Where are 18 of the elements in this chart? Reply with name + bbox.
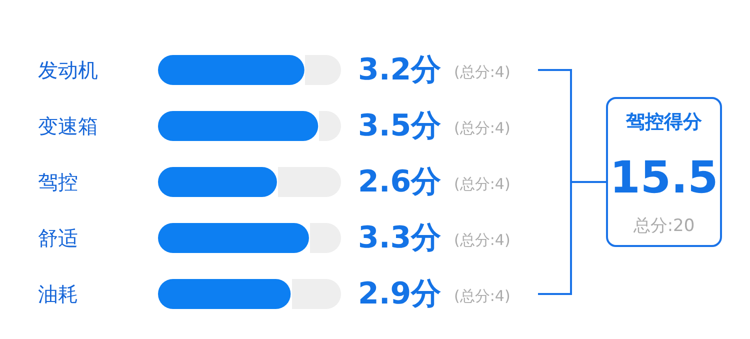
data-label: 3.2分	[358, 52, 442, 88]
text: (总分:4)	[454, 63, 510, 81]
data-label: 2.9分	[358, 276, 442, 312]
y-tick-label: 发动机	[38, 58, 98, 82]
y-tick-label: 驾控	[38, 170, 78, 194]
data-label: 3.3分	[358, 220, 442, 256]
text: (总分:4)	[454, 175, 510, 193]
y-tick-label: 变速箱	[38, 114, 98, 138]
text: (总分:4)	[454, 287, 510, 305]
y-tick-label: 油耗	[38, 282, 78, 306]
text: 总分:20	[632, 216, 695, 236]
text: 驾控得分	[625, 111, 703, 133]
text: 15.5	[610, 152, 718, 204]
y-tick-label: 舒适	[38, 226, 78, 250]
text: (总分:4)	[454, 119, 510, 137]
data-label: 2.6分	[358, 164, 442, 200]
data-label: 3.5分	[358, 108, 442, 144]
text: (总分:4)	[454, 231, 510, 249]
